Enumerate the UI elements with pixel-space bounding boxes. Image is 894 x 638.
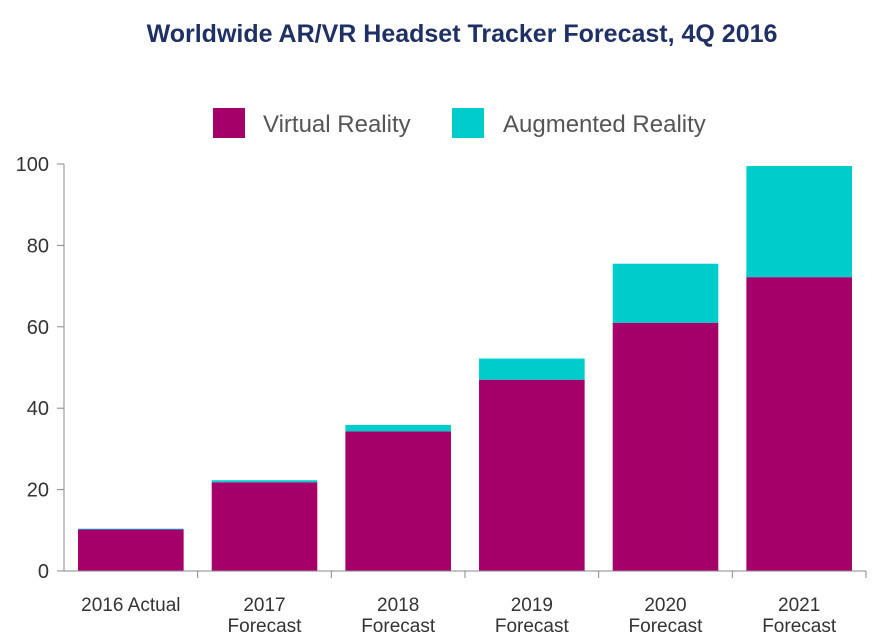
y-tick-label: 40 (27, 398, 49, 420)
bar-augmented-reality (746, 166, 852, 278)
x-category-label: 2017 Forecast (228, 595, 303, 637)
y-tick-label: 80 (27, 235, 49, 257)
bar-augmented-reality (479, 358, 585, 380)
chart-title: Worldwide AR/VR Headset Tracker Forecast… (147, 20, 778, 48)
bar-virtual-reality (612, 322, 719, 571)
bar-augmented-reality (211, 480, 318, 483)
x-category-label: 2019 Forecast (495, 595, 570, 637)
bar-virtual-reality (211, 482, 318, 571)
bar-augmented-reality (78, 528, 184, 530)
legend-label-virtual-reality: Virtual Reality (263, 111, 411, 138)
y-tick-label: 20 (27, 480, 49, 502)
bar-virtual-reality (78, 529, 184, 571)
legend-label-augmented-reality: Augmented Reality (503, 111, 706, 138)
legend: Virtual Reality Augmented Reality (213, 108, 706, 138)
x-category-label: 2016 Actual (81, 595, 180, 616)
bar-virtual-reality (746, 277, 852, 571)
legend-swatch-virtual-reality (213, 108, 245, 138)
y-axis: 0 20 40 60 80 100 (16, 154, 65, 583)
y-tick-label: 0 (38, 561, 49, 583)
y-tick-label: 100 (16, 154, 49, 176)
x-axis: 2016 Actual 2017 Forecast 2018 Forecast 2019 F… (64, 570, 867, 637)
bars (78, 166, 852, 571)
x-category-label: 2018 Forecast (361, 595, 436, 637)
bar-augmented-reality (612, 263, 719, 323)
y-tick-label: 60 (27, 317, 49, 339)
bar-virtual-reality (479, 379, 585, 571)
x-category-label: 2020 Forecast (629, 595, 704, 637)
bar-augmented-reality (345, 424, 451, 432)
x-category-label: 2021 Forecast (762, 595, 837, 637)
legend-swatch-augmented-reality (452, 108, 484, 138)
bar-virtual-reality (345, 431, 451, 571)
